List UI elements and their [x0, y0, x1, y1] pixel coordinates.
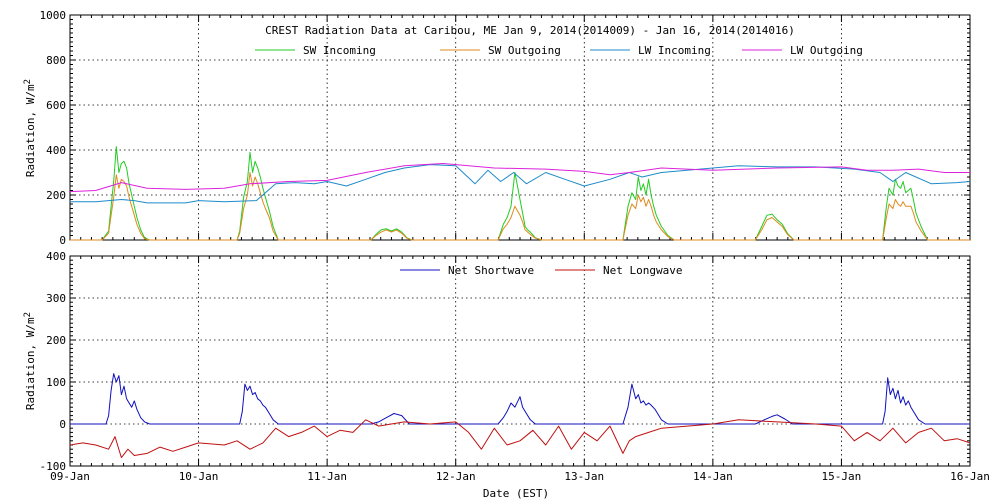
- y-tick-label: 100: [46, 376, 66, 389]
- x-tick-label: 13-Jan: [564, 470, 604, 483]
- y-tick-label: 400: [46, 250, 66, 263]
- y-tick-label: 200: [46, 334, 66, 347]
- y-tick-label: 300: [46, 292, 66, 305]
- legend-label-lw-outgoing: LW Outgoing: [790, 44, 863, 57]
- y-tick-label: 0: [59, 234, 66, 247]
- y-axis-title: Radiation, W/m2: [23, 79, 37, 177]
- plot-frame: [69, 255, 971, 467]
- x-tick-label: 10-Jan: [179, 470, 219, 483]
- y-axis-title: Radiation, W/m2: [23, 312, 37, 410]
- y-tick-label: 0: [59, 418, 66, 431]
- series-line-sw-outgoing: [70, 172, 970, 241]
- y-tick-label: 400: [46, 144, 66, 157]
- bottom-panel-net-radiation: -100 0 100 200 300 400 09-Jan 10-Jan 11-Jan 12-Ja…: [23, 250, 990, 483]
- x-tick-label: 16-Jan: [950, 470, 990, 483]
- plot-frame: [69, 14, 971, 241]
- x-tick-label: 14-Jan: [693, 470, 733, 483]
- x-tick-label: 09-Jan: [50, 470, 90, 483]
- series-line-sw-incoming: [70, 146, 970, 241]
- legend-label-net-shortwave: Net Shortwave: [448, 264, 534, 277]
- legend-label-lw-incoming: LW Incoming: [638, 44, 711, 57]
- top-panel-shortwave-longwave-components: 0 200 400 600 800 1000 Radiation, W/m2 SW Incom…: [23, 9, 971, 247]
- legend-label-net-longwave: Net Longwave: [603, 264, 682, 277]
- y-tick-label: 800: [46, 54, 66, 67]
- legend-label-sw-outgoing: SW Outgoing: [488, 44, 561, 57]
- series-line-net-shortwave: [70, 373, 970, 425]
- y-tick-label: 600: [46, 99, 66, 112]
- x-tick-label: 15-Jan: [822, 470, 862, 483]
- series-line-net-longwave: [69, 419, 971, 459]
- legend-label-sw-incoming: SW Incoming: [303, 44, 376, 57]
- y-tick-label: 1000: [40, 9, 67, 22]
- series-line-lw-outgoing: [69, 163, 970, 193]
- x-tick-label: 12-Jan: [436, 470, 476, 483]
- chart-title: CREST Radiation Data at Caribou, ME Jan …: [265, 24, 795, 37]
- x-axis-title: Date (EST): [483, 487, 549, 500]
- x-tick-label: 11-Jan: [307, 470, 347, 483]
- y-tick-label: -100: [40, 460, 67, 473]
- y-tick-label: 200: [46, 189, 66, 202]
